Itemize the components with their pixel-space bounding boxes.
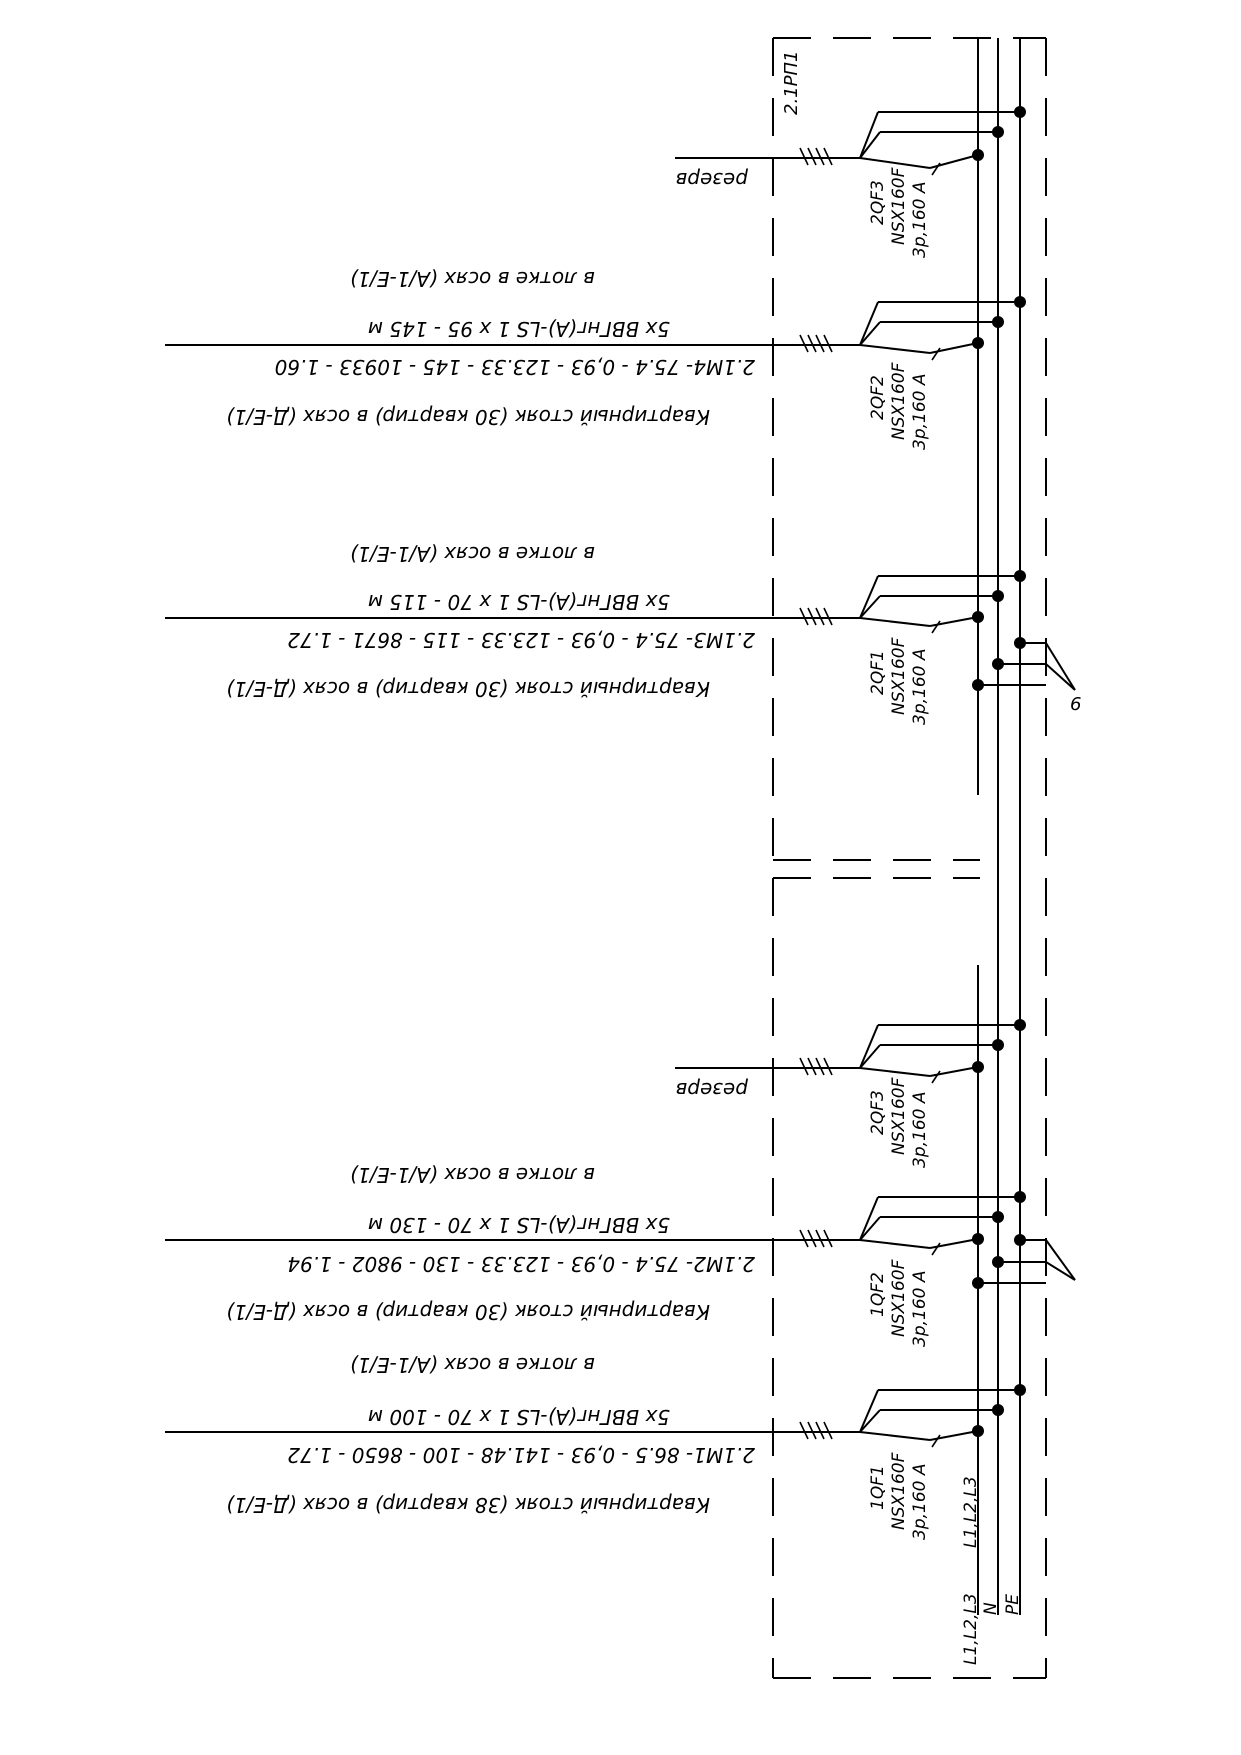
edge-mark: 6 [1070,694,1081,715]
feeder-upper-2qf1-calc: 2.1М3- 75.4 - 0,93 - 123.33 - 115 - 8671… [287,628,755,652]
feeder-lower-1qf2-calc: 2.1М2- 75.4 - 0,93 - 123.33 - 130 - 9802… [287,1252,755,1276]
feeder-upper-reserve: резерв 2QF3 NSX160F 3p,160 A [675,106,1026,258]
feeder-lower-reserve-label: резерв [676,1078,749,1102]
feeder-upper-2qf2-cable: 5х ВВГнг(А)-LS 1 х 95 - 145 м [368,317,670,341]
breaker-upper-2qf1-id: 2QF1 [868,650,888,695]
feeder-upper-2qf2-calc: 2.1М4- 75.4 - 0,93 - 123.33 - 145 - 1093… [275,355,755,379]
feeder-upper-2qf2-location: в лотке в осях (А/1-Е/1) [350,267,595,291]
feeder-lower-reserve: резерв 2QF3 NSX160F 3p,160 A [675,1019,1026,1168]
bus-label-pe: PE [1003,1594,1023,1615]
panel-name: 2.1РП1 [781,51,802,115]
feeder-lower-1qf2: в лотке в осях (А/1-Е/1) 5х ВВГнг(А)-LS … [165,1163,1076,1348]
feeder-upper-reserve-label: резерв [676,168,749,192]
breaker-lower-1qf1-model: NSX160F [889,1452,909,1530]
breaker-lower-1qf1-id: 1QF1 [868,1465,888,1510]
breaker-lower-1qf1-phase: L1,L2,L3 [961,1476,981,1548]
bus-labels: L1,L2,L3 N PE [961,1593,1023,1665]
feeder-upper-2qf1: в лотке в осях (А/1-Е/1) 5х ВВГнг(А)-LS … [165,542,1081,725]
breaker-upper-2qf2-id: 2QF2 [868,375,888,420]
feeder-lower-1qf1-calc: 2.1М1- 86.5 - 0,93 - 141.48 - 100 - 8650… [287,1443,755,1467]
feeder-upper-2qf1-cable: 5х ВВГнг(А)-LS 1 х 70 - 115 м [368,590,670,614]
breaker-lower-1qf2-rating: 3p,160 A [910,1271,930,1348]
feeder-lower-1qf1-location: в лотке в осях (А/1-Е/1) [350,1353,595,1377]
feeder-lower-1qf1: в лотке в осях (А/1-Е/1) 5х ВВГнг(А)-LS … [165,1353,1026,1548]
breaker-upper-2qf3-rating: 3p,160 A [910,182,930,259]
breaker-lower-1qf2-model: NSX160F [889,1259,909,1337]
breaker-upper-2qf2-model: NSX160F [889,362,909,440]
breaker-upper-2qf1-model: NSX160F [889,637,909,715]
breaker-lower-1qf1-rating: 3p,160 A [910,1464,930,1541]
bus-lines [977,38,1021,1615]
feeder-lower-1qf1-cable: 5х ВВГнг(А)-LS 1 х 70 - 100 м [368,1405,670,1429]
feeder-lower-1qf1-consumer: Квартирный стояк (38 квартир) в осях (Д-… [226,1493,710,1517]
breaker-lower-2qf3-model: NSX160F [889,1077,909,1155]
breaker-upper-2qf3-id: 2QF3 [868,180,888,225]
feeder-lower-1qf2-location: в лотке в осях (А/1-Е/1) [350,1163,595,1187]
bus-label-n: N [981,1602,1001,1615]
breaker-upper-2qf3-model: NSX160F [889,167,909,245]
feeder-lower-1qf2-cable: 5х ВВГнг(А)-LS 1 х 70 - 130 м [368,1213,670,1237]
panel-boundary [772,37,1047,1679]
feeder-upper-2qf2: в лотке в осях (А/1-Е/1) 5х ВВГнг(А)-LS … [165,267,1026,450]
breaker-upper-2qf1-rating: 3p,160 A [910,649,930,726]
feeder-upper-2qf2-consumer: Квартирный стояк (30 квартир) в осях (Д-… [226,405,710,429]
feeder-upper-2qf1-location: в лотке в осях (А/1-Е/1) [350,542,595,566]
feeder-upper-2qf1-consumer: Квартирный стояк (30 квартир) в осях (Д-… [226,677,710,701]
breaker-lower-1qf2-id: 1QF2 [868,1272,888,1317]
feeder-lower-1qf2-consumer: Квартирный стояк (30 квартир) в осях (Д-… [226,1300,710,1324]
breaker-lower-2qf3-rating: 3p,160 A [910,1092,930,1169]
breaker-upper-2qf2-rating: 3p,160 A [910,374,930,451]
bus-label-phase: L1,L2,L3 [961,1593,981,1665]
breaker-lower-2qf3-id: 2QF3 [868,1090,888,1135]
